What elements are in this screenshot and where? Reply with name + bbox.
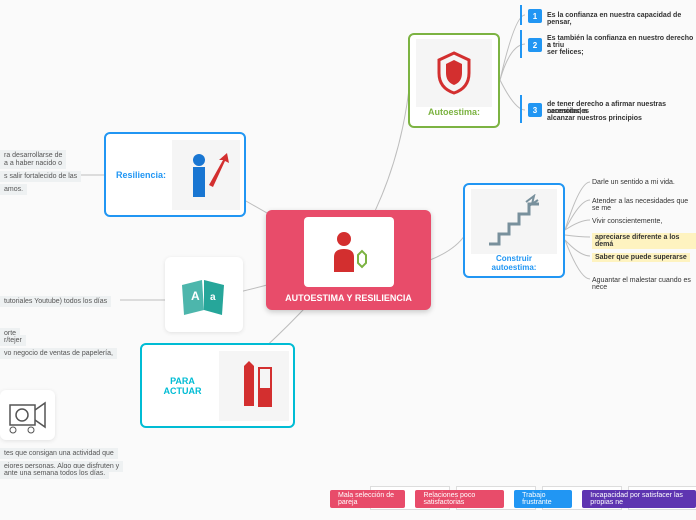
accent-line-1 xyxy=(520,5,522,25)
left-text-0: tutoriales Youtube) todos los días xyxy=(0,296,111,307)
left-text-3: vo negocio de ventas de papelería, xyxy=(0,348,117,359)
resiliencia-node[interactable]: Resiliencia: xyxy=(104,132,246,217)
construir-point-5: Aguantar el malestar cuando es nece xyxy=(592,277,696,291)
resiliencia-text-2: s salir fortalecido de las xyxy=(0,171,81,182)
badge-2: 2 xyxy=(528,38,542,52)
bottom-tag[interactable]: Incapacidad por satisfacer las propias n… xyxy=(582,490,696,508)
bottom-tag[interactable]: Trabajo frustrante xyxy=(514,490,572,508)
pen-ruler-icon xyxy=(219,351,289,421)
autoestima-node[interactable]: Autoestima: xyxy=(408,33,500,128)
construir-label: Construir autoestima: xyxy=(469,254,559,272)
autoestima-point-3b: carencias, a xyxy=(547,108,587,115)
bottom-tags: Mala selección de pareja Relaciones poco … xyxy=(330,490,696,508)
bottom-left-0: tes que consigan una actividad que xyxy=(0,448,118,459)
camera-icon-box xyxy=(0,390,55,440)
badge-3: 3 xyxy=(528,103,542,117)
autoestima-point-2a: Es también la confianza en nuestro derec… xyxy=(547,35,696,49)
autoestima-point-2c: ser felices; xyxy=(547,49,584,56)
center-icon xyxy=(304,217,394,287)
shield-icon xyxy=(416,39,492,107)
para-actuar-node[interactable]: PARA ACTUAR xyxy=(140,343,295,428)
construir-node[interactable]: Construir autoestima: xyxy=(463,183,565,278)
svg-text:A: A xyxy=(191,289,200,303)
accent-line-3 xyxy=(520,95,522,123)
badge-1: 1 xyxy=(528,9,542,23)
book-icon: A a xyxy=(177,270,232,320)
construir-point-3: apreciarse diferente a los demá xyxy=(592,233,696,249)
autoestima-point-2b: a xyxy=(547,42,551,49)
left-text-2: r/tejer xyxy=(0,335,26,346)
center-node[interactable]: AUTOESTIMA Y RESILIENCIA xyxy=(266,210,431,310)
svg-text:a: a xyxy=(210,292,216,303)
resiliencia-text-1: a a haber nacido o xyxy=(0,158,66,169)
construir-point-4: Saber que puede superarse xyxy=(592,253,690,262)
construir-point-2: Vivir conscientemente, xyxy=(592,218,662,225)
bottom-tag[interactable]: Mala selección de pareja xyxy=(330,490,405,508)
bottom-tag[interactable]: Relaciones poco satisfactorias xyxy=(415,490,504,508)
construir-point-0: Darle un sentido a mi vida. xyxy=(592,179,675,186)
book-node[interactable]: A a xyxy=(165,257,243,332)
para-actuar-label: PARA ACTUAR xyxy=(146,376,219,396)
autoestima-point-3c: alcanzar nuestros principios xyxy=(547,115,642,122)
camera-icon xyxy=(5,395,50,435)
resiliencia-text-3: amos. xyxy=(0,184,27,195)
center-title: AUTOESTIMA Y RESILIENCIA xyxy=(285,293,412,303)
autoestima-label: Autoestima: xyxy=(422,107,486,122)
accent-line-2 xyxy=(520,30,522,58)
autoestima-point-1: Es la confianza en nuestra capacidad de … xyxy=(547,12,696,26)
growth-arrow-icon xyxy=(172,140,240,210)
construir-point-1: Atender a las necesidades que se me xyxy=(592,198,696,212)
bottom-left-2: ante una semana todos los días. xyxy=(0,468,109,479)
resiliencia-label: Resiliencia: xyxy=(110,170,172,180)
stairs-icon xyxy=(471,189,557,254)
